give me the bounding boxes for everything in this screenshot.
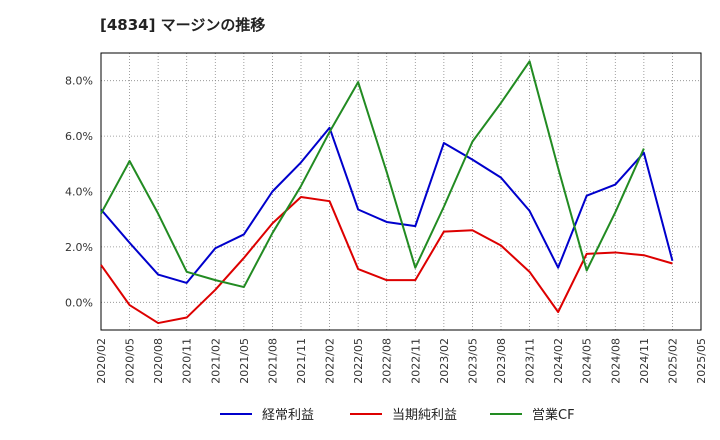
x-tick-label: 2023/02 <box>438 338 451 384</box>
series-lines <box>100 60 674 325</box>
y-tick-label: 0.0% <box>65 296 93 309</box>
x-tick-label: 2024/08 <box>609 338 622 384</box>
y-tick-label: 8.0% <box>65 75 93 88</box>
x-tick-label: 2020/08 <box>152 338 165 384</box>
legend-label: 経常利益 <box>262 408 314 423</box>
x-tick-label: 2022/11 <box>409 338 422 384</box>
plot-frame <box>100 52 702 331</box>
x-tick-label: 2022/02 <box>324 338 337 384</box>
series-line <box>100 126 674 284</box>
legend: 経常利益 当期純利益 営業CF <box>220 407 575 423</box>
x-tick-label: 2023/08 <box>495 338 508 384</box>
x-tick-label: 2022/08 <box>381 338 394 384</box>
y-tick-label: 4.0% <box>65 186 93 199</box>
x-tick-label: 2025/05 <box>695 338 708 384</box>
x-tick-label: 2020/11 <box>181 338 194 384</box>
legend-label: 当期純利益 <box>392 408 457 423</box>
y-tick-label: 2.0% <box>65 241 93 254</box>
x-tick-label: 2021/02 <box>209 338 222 384</box>
x-tick-label: 2024/02 <box>552 338 565 384</box>
x-tick-label: 2021/08 <box>266 338 279 384</box>
axes: 0.0% 2.0% 4.0% 6.0% 8.0% 2020/02 2020/05 2020/0… <box>65 52 708 384</box>
x-tick-label: 2024/05 <box>581 338 594 384</box>
legend-label: 営業CF <box>532 407 575 423</box>
x-tick-label: 2025/02 <box>666 338 679 384</box>
x-tick-label: 2023/05 <box>466 338 479 384</box>
grid <box>100 53 702 330</box>
x-tick-label: 2024/11 <box>638 338 651 384</box>
y-tick-label: 6.0% <box>65 130 93 143</box>
x-tick-label: 2022/05 <box>352 338 365 384</box>
x-tick-label: 2023/11 <box>524 338 537 384</box>
chart-title: [4834] マージンの推移 <box>100 16 266 34</box>
x-tick-label: 2021/05 <box>238 338 251 384</box>
x-tick-label: 2021/11 <box>295 338 308 384</box>
series-line <box>100 60 645 289</box>
series-line <box>100 196 673 325</box>
x-tick-label: 2020/02 <box>95 338 108 384</box>
x-tick-label: 2020/05 <box>124 338 137 384</box>
